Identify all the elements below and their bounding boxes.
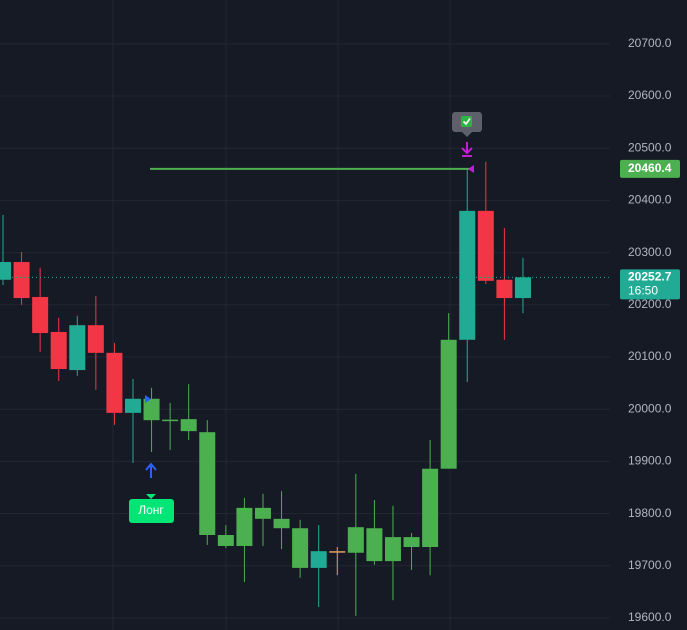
candle-body xyxy=(514,277,531,299)
candle-body xyxy=(217,535,234,546)
y-tick-label: 20300.0 xyxy=(628,245,672,259)
candle-body xyxy=(459,210,476,340)
y-tick-label: 20000.0 xyxy=(628,401,672,415)
y-tick-label: 19700.0 xyxy=(628,558,672,572)
candle-body xyxy=(236,507,253,546)
candle-body xyxy=(347,527,364,553)
candle-body xyxy=(384,537,401,562)
candle-body xyxy=(366,528,383,562)
tooltip-pointer xyxy=(462,132,472,137)
candle-body xyxy=(440,339,457,469)
candle-body xyxy=(124,398,141,413)
candle-body xyxy=(329,551,346,553)
label-pointer xyxy=(146,494,156,499)
entry-marker xyxy=(145,395,151,403)
y-tick-label: 19600.0 xyxy=(628,610,672,624)
candle-body xyxy=(180,419,197,432)
target-badge xyxy=(620,159,680,178)
last-price-badge xyxy=(620,269,680,300)
y-tick-label: 19900.0 xyxy=(628,454,672,468)
exit-arrow xyxy=(461,142,473,157)
y-tick-label: 20600.0 xyxy=(628,88,672,102)
check-icon xyxy=(461,116,472,127)
long-label-box xyxy=(129,499,174,523)
y-tick-label: 19800.0 xyxy=(628,506,672,520)
candle-body xyxy=(32,296,49,334)
y-tick-label: 20400.0 xyxy=(628,193,672,207)
y-tick-label: 20100.0 xyxy=(628,349,672,363)
candle-body xyxy=(422,468,439,548)
candle-body xyxy=(496,279,513,299)
time-grid xyxy=(112,0,451,630)
last-price-label: 20252.7 xyxy=(628,269,672,283)
candle-body xyxy=(310,551,327,568)
candle-body xyxy=(254,507,271,519)
candle-body xyxy=(106,352,123,413)
y-tick-label: 20200.0 xyxy=(628,297,672,311)
long-label: Лонг xyxy=(138,503,164,517)
candle-body xyxy=(87,325,104,353)
candle-body xyxy=(403,537,420,548)
candle-body xyxy=(143,398,160,421)
y-tick-label: 20700.0 xyxy=(628,36,672,50)
plot: 19600.0 19700.0 19800.0 19900.0 20000.0 20100… xyxy=(0,36,680,624)
candle-body xyxy=(273,518,290,529)
candle-body xyxy=(162,419,179,422)
candle-body xyxy=(199,432,216,536)
candle-body xyxy=(69,325,86,371)
long-arrow xyxy=(145,462,157,478)
y-tick-label: 20500.0 xyxy=(628,140,672,154)
candle-body xyxy=(50,331,67,370)
candle-body xyxy=(292,528,309,568)
candle-body xyxy=(13,262,30,299)
exit-marker xyxy=(468,165,474,173)
countdown-label: 16:50 xyxy=(628,283,658,297)
candle-body xyxy=(477,210,494,281)
check-mark xyxy=(462,118,471,126)
candle-body xyxy=(0,262,11,280)
target-label: 20460.4 xyxy=(628,161,672,175)
